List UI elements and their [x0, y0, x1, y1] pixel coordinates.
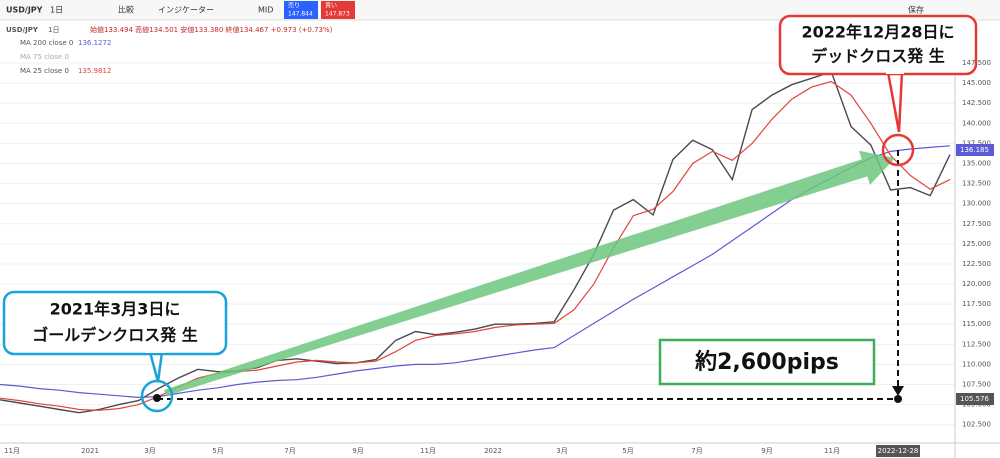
golden-cross-dot	[153, 394, 161, 402]
arrow-head	[892, 386, 904, 396]
x-tick-label: 7月	[284, 447, 295, 455]
x-tick-label: 2021	[81, 447, 99, 455]
legend-symbol: USD/JPY	[6, 26, 39, 34]
y-tick-label: 142.500	[962, 99, 991, 107]
x-tick-label: 3月	[144, 447, 155, 455]
sell-button[interactable]	[284, 1, 318, 19]
sell-label: 売り	[288, 2, 300, 10]
x-tick-label: 2022	[484, 447, 502, 455]
y-tick-label: 107.500	[962, 381, 991, 389]
price-tag	[956, 144, 994, 156]
buy-label: 買い	[325, 3, 337, 10]
golden-callout-join	[145, 348, 165, 353]
golden-callout	[2, 290, 228, 356]
y-tick-label: 127.500	[962, 220, 991, 228]
indicators-button[interactable]: インジケーター	[158, 6, 214, 15]
y-tick-label: 112.500	[962, 340, 991, 348]
y-tick-label: 122.500	[962, 260, 991, 268]
y-tick-label: 135.000	[962, 159, 991, 167]
sell-price: 147.844	[288, 11, 313, 18]
y-tick-label: 110.000	[962, 360, 991, 368]
y-tick-label: 120.000	[962, 280, 991, 288]
interval-button[interactable]: 1日	[50, 6, 63, 15]
end-dot	[894, 395, 902, 403]
date-tag	[876, 445, 920, 457]
legend-interval: 1日	[48, 26, 59, 34]
legend-ma200-value: 136.1272	[78, 39, 111, 47]
compare-button[interactable]: 比較	[118, 5, 134, 15]
dead-callout-join	[886, 69, 904, 74]
y-tick-label: 115.000	[962, 320, 991, 328]
x-tick-label: 9月	[352, 447, 363, 455]
price-tag	[956, 393, 994, 405]
golden-callout-line1: 2021年3月3日に	[50, 300, 181, 319]
x-tick-label: 3月	[556, 447, 567, 455]
buy-button[interactable]	[321, 1, 355, 19]
legend-ma75: MA 75 close 0	[20, 53, 69, 61]
toolbar	[0, 0, 1000, 20]
dead-callout	[778, 14, 978, 76]
y-tick-label: 140.000	[962, 119, 991, 127]
trend-arrow	[164, 150, 895, 396]
x-tick-label: 5月	[212, 447, 223, 455]
x-tick-label: 7月	[691, 447, 702, 455]
y-tick-label: 145.000	[962, 79, 991, 87]
y-tick-label: 102.500	[962, 421, 991, 429]
save-button[interactable]: 保存	[908, 5, 924, 15]
y-tick-label: 132.500	[962, 180, 991, 188]
series-line	[0, 70, 951, 414]
price-tag-label: 105.576	[960, 395, 989, 403]
legend-ma200: MA 200 close 0	[20, 39, 73, 47]
mid-button[interactable]: MID	[258, 6, 273, 15]
dead-callout-line1: 2022年12月28日に	[801, 23, 954, 42]
x-tick-label: 9月	[761, 447, 772, 455]
golden-callout-tail	[148, 350, 164, 383]
x-tick-label: 11月	[824, 447, 840, 455]
price-tag-label: 136.185	[960, 146, 989, 154]
legend-ma25-value: 135.9812	[78, 67, 111, 75]
symbol-button[interactable]: USD/JPY	[6, 6, 43, 15]
x-tick-label: 11月	[4, 447, 20, 455]
date-tag-label: 2022-12-28	[878, 447, 919, 455]
y-tick-label: 130.000	[962, 200, 991, 208]
dead-callout-line2: デッドクロス発 生	[811, 47, 945, 66]
y-tick-label: 147.500	[962, 59, 991, 67]
pips-text: 約2,600pips	[694, 349, 839, 375]
legend-ma25: MA 25 close 0	[20, 67, 69, 75]
x-tick-label: 11月	[420, 447, 436, 455]
y-tick-label: 137.500	[962, 139, 991, 147]
dead-cross-circle	[881, 133, 915, 167]
y-tick-label: 125.000	[962, 240, 991, 248]
buy-price: 147.873	[325, 11, 350, 18]
y-tick-label: 117.500	[962, 300, 991, 308]
golden-callout-line2: ゴールデンクロス発 生	[32, 326, 198, 345]
x-tick-label: 5月	[622, 447, 633, 455]
legend-ohlc: 始値133.494 高値134.501 安値133.380 終値134.467 …	[90, 25, 333, 34]
pips-box	[658, 338, 876, 386]
